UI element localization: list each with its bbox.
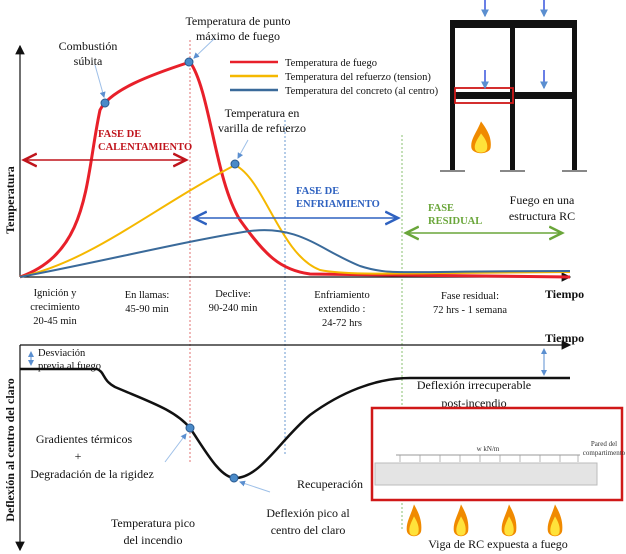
bottom-y-label: Deflexión al centro del claro — [3, 378, 17, 522]
rc-frame-illustration — [440, 0, 587, 172]
peak-temp-label: Temperatura pico del incendio — [111, 516, 195, 547]
fire-icon — [471, 121, 491, 154]
legend-concrete: Temperatura del concreto (al centro) — [285, 86, 439, 97]
stage-flaming: En llamas: 45-90 min — [125, 290, 170, 315]
flashover-pointer — [94, 64, 106, 98]
peak-fire-marker — [184, 57, 194, 67]
stage-decline: Declive: 90-240 min — [209, 289, 258, 314]
irrecoverable-label: Deflexión irrecuperable post-incendio — [417, 378, 531, 410]
rebar-peak-label: Temperatura en varilla de refuerzo — [218, 106, 306, 135]
flame-icon-4 — [547, 504, 563, 537]
peak-deflection-pointer — [239, 480, 271, 493]
legend-rebar: Temperatura del refuerzo (tension) — [285, 72, 431, 83]
stage-ignition: Ignición y crecimiento 20-45 min — [30, 288, 80, 327]
flame-icon-1 — [406, 504, 422, 537]
peak-fire-label: Temperatura de punto máximo de fuego — [185, 14, 290, 43]
peak-fire-pointer — [193, 37, 216, 59]
flame-icon-2 — [453, 504, 469, 537]
bottom-x-label: Tiempo — [545, 331, 584, 345]
load-label: w kN/m — [477, 445, 500, 453]
beam-illustration: w kN/m Pared del compartimento — [370, 406, 626, 537]
peak-temp-marker — [185, 423, 195, 433]
rebar-peak-pointer — [237, 139, 249, 159]
structure-caption: Fuego en una estructura RC — [509, 193, 575, 223]
pre-fire-label: Desviación previa al fuego — [38, 348, 101, 372]
top-x-label: Tiempo — [545, 287, 584, 301]
stage-residual: Fase residual: 72 hrs - 1 semana — [433, 291, 507, 316]
legend-fire: Temperatura de fuego — [285, 58, 377, 69]
stage-labels: Ignición y crecimiento 20-45 min En llamas… — [30, 288, 507, 329]
cooling-phase-label: FASE DE ENFRIAMIENTO — [296, 186, 380, 210]
top-y-label: Temperatura — [3, 166, 17, 234]
rebar-peak-marker — [230, 159, 240, 169]
peak-temp-pointer — [164, 433, 187, 463]
peak-deflection-label: Deflexión pico al centro del claro — [266, 506, 350, 537]
legend: Temperatura de fuego Temperatura del ref… — [230, 58, 439, 97]
wall-label: Pared del compartimento — [583, 440, 626, 457]
recovery-label: Recuperación — [297, 477, 363, 491]
stage-extended-cooling: Enfriamiento extendido :24-72 hrs — [314, 290, 369, 329]
peak-deflection-marker — [229, 473, 239, 483]
flame-icon-3 — [501, 504, 517, 537]
heating-phase-label: FASE DE CALENTAMIENTO — [98, 129, 192, 153]
flashover-label: Combustión súbita — [59, 39, 118, 68]
concrete-temperature-curve — [19, 229, 571, 278]
beam-caption-text: Viga de RC expuesta a fuego — [428, 537, 568, 551]
gradients-label: Gradientes térmicos + Degradación de la ri… — [30, 432, 154, 481]
deflection-curve — [20, 367, 570, 480]
residual-phase-label: FASE RESIDUAL — [428, 203, 482, 227]
flashover-marker — [100, 98, 110, 108]
